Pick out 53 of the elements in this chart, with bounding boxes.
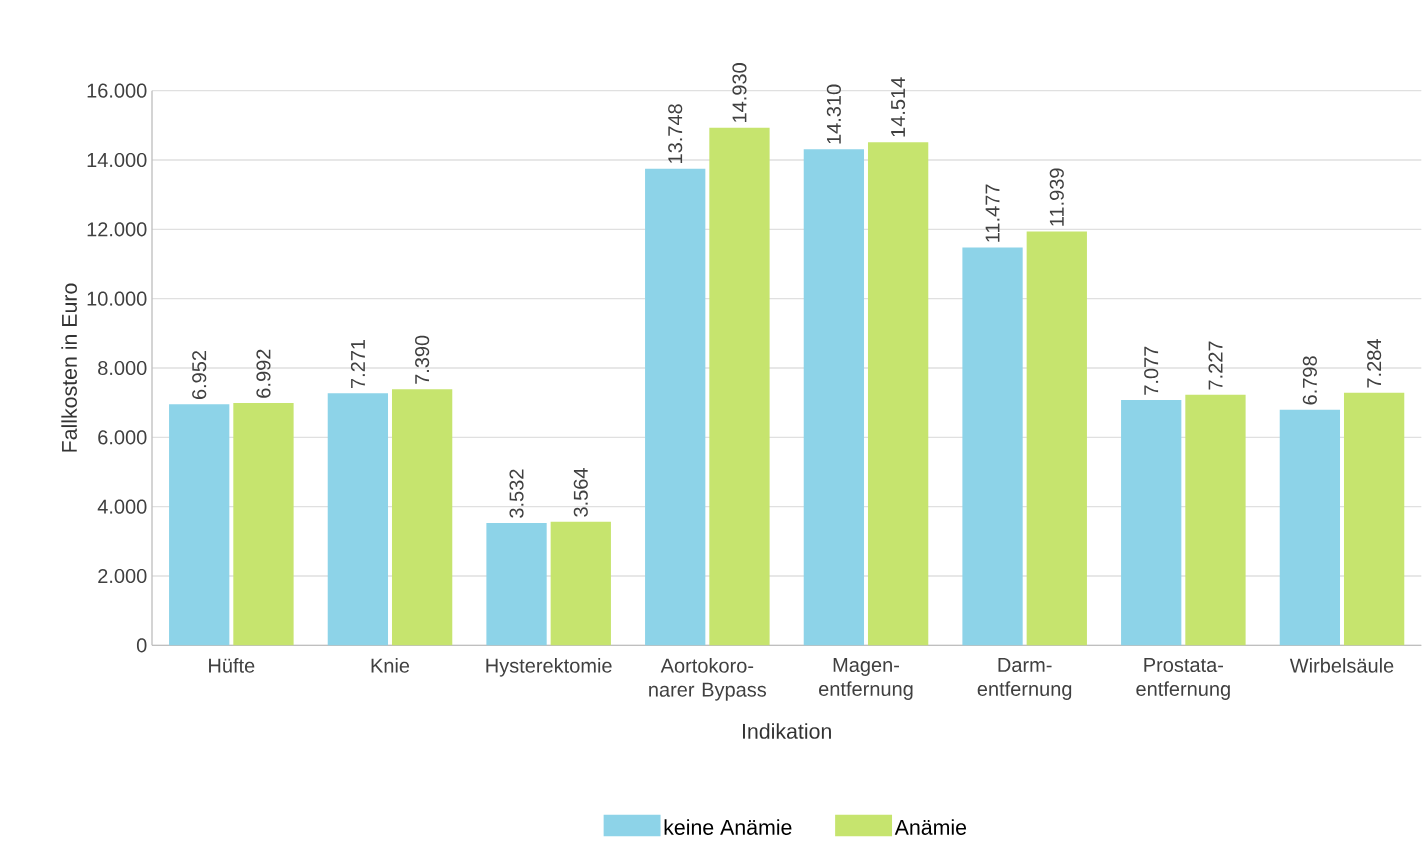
y-tick-label: 0 — [136, 638, 147, 653]
y-tick-label: 6.000 — [98, 430, 147, 445]
x-tick-label: Wirbelsäule — [1289, 658, 1394, 673]
bar — [962, 247, 1023, 646]
bar — [327, 393, 389, 646]
x-tick-label: Knie — [371, 658, 410, 673]
data-label: 3.532 — [509, 469, 524, 518]
data-label: 7.390 — [415, 335, 430, 384]
data-label: 6.798 — [1302, 356, 1317, 405]
bar — [1185, 394, 1246, 646]
y-tick-label: 10.000 — [87, 291, 147, 306]
data-label: 7.077 — [1144, 346, 1159, 395]
y-axis-title: Fallkosten in Euro — [61, 283, 77, 452]
data-label: 14.930 — [732, 63, 747, 122]
data-label: 11.939 — [1049, 168, 1064, 226]
y-tick-label: 4.000 — [97, 499, 147, 514]
data-label: 13.748 — [668, 104, 683, 163]
bar — [391, 389, 453, 646]
bar — [867, 142, 929, 646]
bar — [233, 402, 294, 646]
bar — [550, 521, 611, 646]
x-tick-label: Hüfte — [209, 658, 255, 673]
y-tick-label: 12.000 — [87, 222, 147, 237]
y-tick-label: 8.000 — [98, 360, 147, 376]
bar — [1343, 392, 1405, 646]
data-label: 6.992 — [256, 349, 271, 398]
data-label: 7.284 — [1367, 339, 1382, 388]
x-tick-label: Prostata- entfernung — [1136, 658, 1230, 700]
data-label: 7.271 — [350, 339, 365, 388]
y-tick-label: 2.000 — [98, 568, 147, 584]
data-label: 14.514 — [891, 77, 906, 137]
bar — [1279, 409, 1341, 646]
bar — [709, 127, 770, 646]
bar — [1121, 400, 1182, 646]
legend-label: Anämie — [894, 819, 967, 835]
bar — [169, 404, 230, 646]
data-label: 3.564 — [573, 468, 588, 517]
legend-label: keine Anämie — [664, 819, 792, 835]
y-tick-label: 14.000 — [87, 152, 147, 168]
bar — [803, 149, 865, 646]
bar — [1026, 231, 1087, 646]
data-label: 6.952 — [192, 351, 207, 400]
y-tick-label: 16.000 — [87, 83, 147, 98]
x-axis-title: Indikation — [742, 723, 831, 739]
x-tick-label: Hysterektomie — [486, 658, 612, 677]
bar — [645, 168, 706, 646]
data-label: 7.227 — [1208, 341, 1223, 390]
data-label: 11.477 — [985, 184, 1000, 242]
x-tick-label: Darm- entfernung — [977, 658, 1072, 700]
bar — [486, 522, 547, 646]
data-label: 14.310 — [826, 84, 841, 144]
x-tick-label: Aortokoro- narer Bypass — [649, 658, 767, 701]
x-tick-label: Magen- entfernung — [819, 658, 913, 700]
